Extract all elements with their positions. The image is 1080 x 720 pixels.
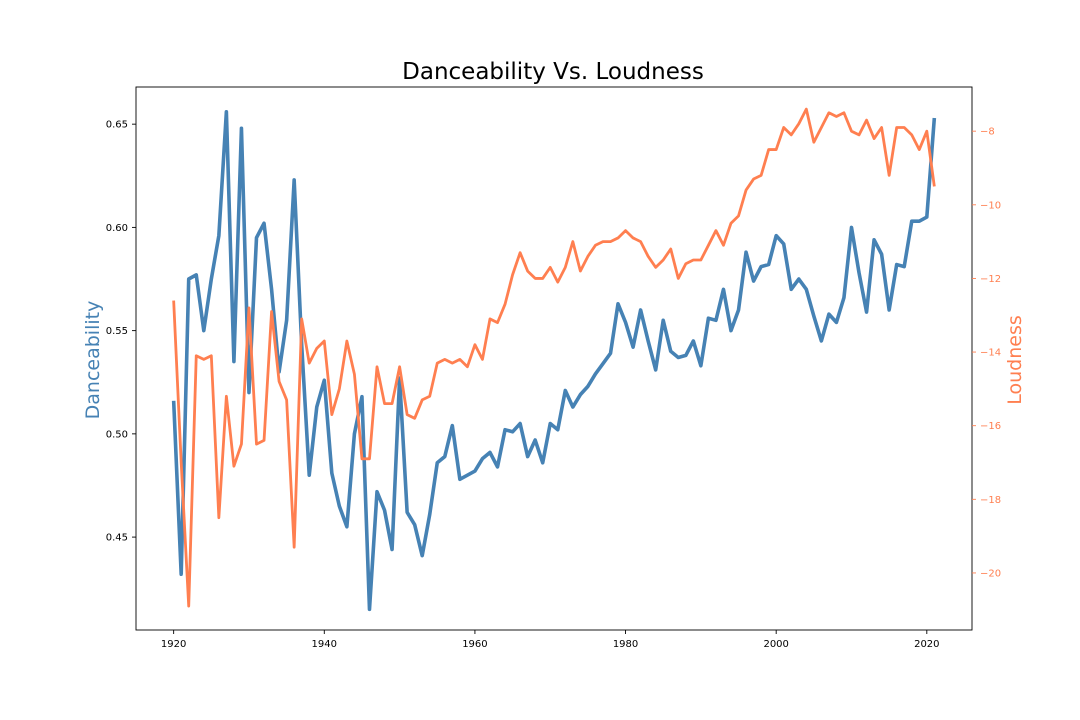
x-tick-label: 1960 bbox=[462, 639, 487, 650]
left-tick-label: 0.55 bbox=[106, 326, 128, 337]
series-line-danceability bbox=[171, 109, 937, 612]
left-tick-label: 0.60 bbox=[106, 223, 128, 234]
left-tick-label: 0.65 bbox=[106, 120, 128, 131]
right-tick-label: −18 bbox=[980, 495, 1001, 506]
x-tick-label: 2000 bbox=[763, 639, 788, 650]
left-tick-label: 0.50 bbox=[106, 429, 128, 440]
x-tick-label: 2020 bbox=[914, 639, 939, 650]
left-axis-label: Danceability bbox=[82, 301, 104, 420]
chart-title: Danceability Vs. Loudness bbox=[402, 59, 704, 85]
right-tick-label: −12 bbox=[980, 274, 1001, 285]
right-tick-label: −14 bbox=[980, 348, 1001, 359]
right-axis-label: Loudness bbox=[1004, 315, 1026, 405]
right-tick-label: −20 bbox=[980, 568, 1001, 579]
x-tick-label: 1940 bbox=[312, 639, 337, 650]
plot-frame bbox=[135, 86, 973, 631]
right-tick-label: −10 bbox=[980, 200, 1001, 211]
series-line-loudness bbox=[172, 107, 936, 608]
series-layer bbox=[171, 107, 937, 612]
right-tick-label: −16 bbox=[980, 421, 1001, 432]
right-tick-label: −8 bbox=[980, 127, 995, 138]
left-tick-label: 0.45 bbox=[106, 533, 128, 544]
x-tick-label: 1980 bbox=[613, 639, 638, 650]
x-tick-label: 1920 bbox=[161, 639, 186, 650]
axes-layer: 1920 1940 1960 1980 2000 2020 0.45 0.50 0.55 0.60… bbox=[106, 86, 1001, 650]
